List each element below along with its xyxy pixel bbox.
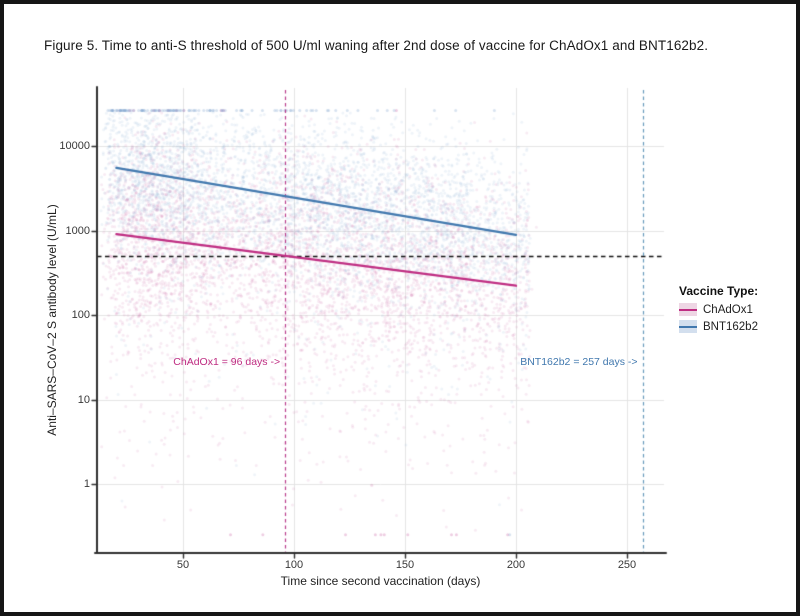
x-tick-label: 100 <box>284 559 304 571</box>
annotation-bnt162b2: BNT162b2 = 257 days -> <box>520 355 638 368</box>
legend-key-line-icon <box>679 308 697 311</box>
legend-item-chadox1: ChAdOx1 <box>679 303 794 316</box>
legend-key-swatch <box>679 320 697 333</box>
legend-title: Vaccine Type: <box>679 284 759 298</box>
legend-key-swatch <box>679 303 697 316</box>
y-tick-label: 10000 <box>59 140 90 152</box>
x-tick-label: 250 <box>617 559 637 571</box>
y-tick-label: 1000 <box>65 224 90 237</box>
x-tick-label: 150 <box>395 559 415 571</box>
y-tick-label: 10 <box>77 393 90 406</box>
legend-key-line-icon <box>679 325 697 328</box>
legend-item-label: BNT162b2 <box>703 320 758 333</box>
y-axis-title: Anti–SARS–CoV–2 S antibody level (U/mL) <box>45 203 59 436</box>
x-tick-label: 50 <box>176 559 190 571</box>
x-axis-title: Time since second vaccination (days) <box>280 574 481 588</box>
x-tick-label: 200 <box>506 559 526 571</box>
legend-item-label: ChAdOx1 <box>703 303 753 316</box>
legend-item-bnt162b2: BNT162b2 <box>679 320 794 333</box>
y-tick-label: 100 <box>71 309 90 321</box>
legend-items: ChAdOx1 BNT162b2 <box>679 303 794 333</box>
annotation-chadox1: ChAdOx1 = 96 days -> <box>173 355 281 368</box>
legend: Vaccine Type: ChAdOx1 BNT162b2 <box>679 284 794 337</box>
y-tick-label: 1 <box>83 478 90 490</box>
